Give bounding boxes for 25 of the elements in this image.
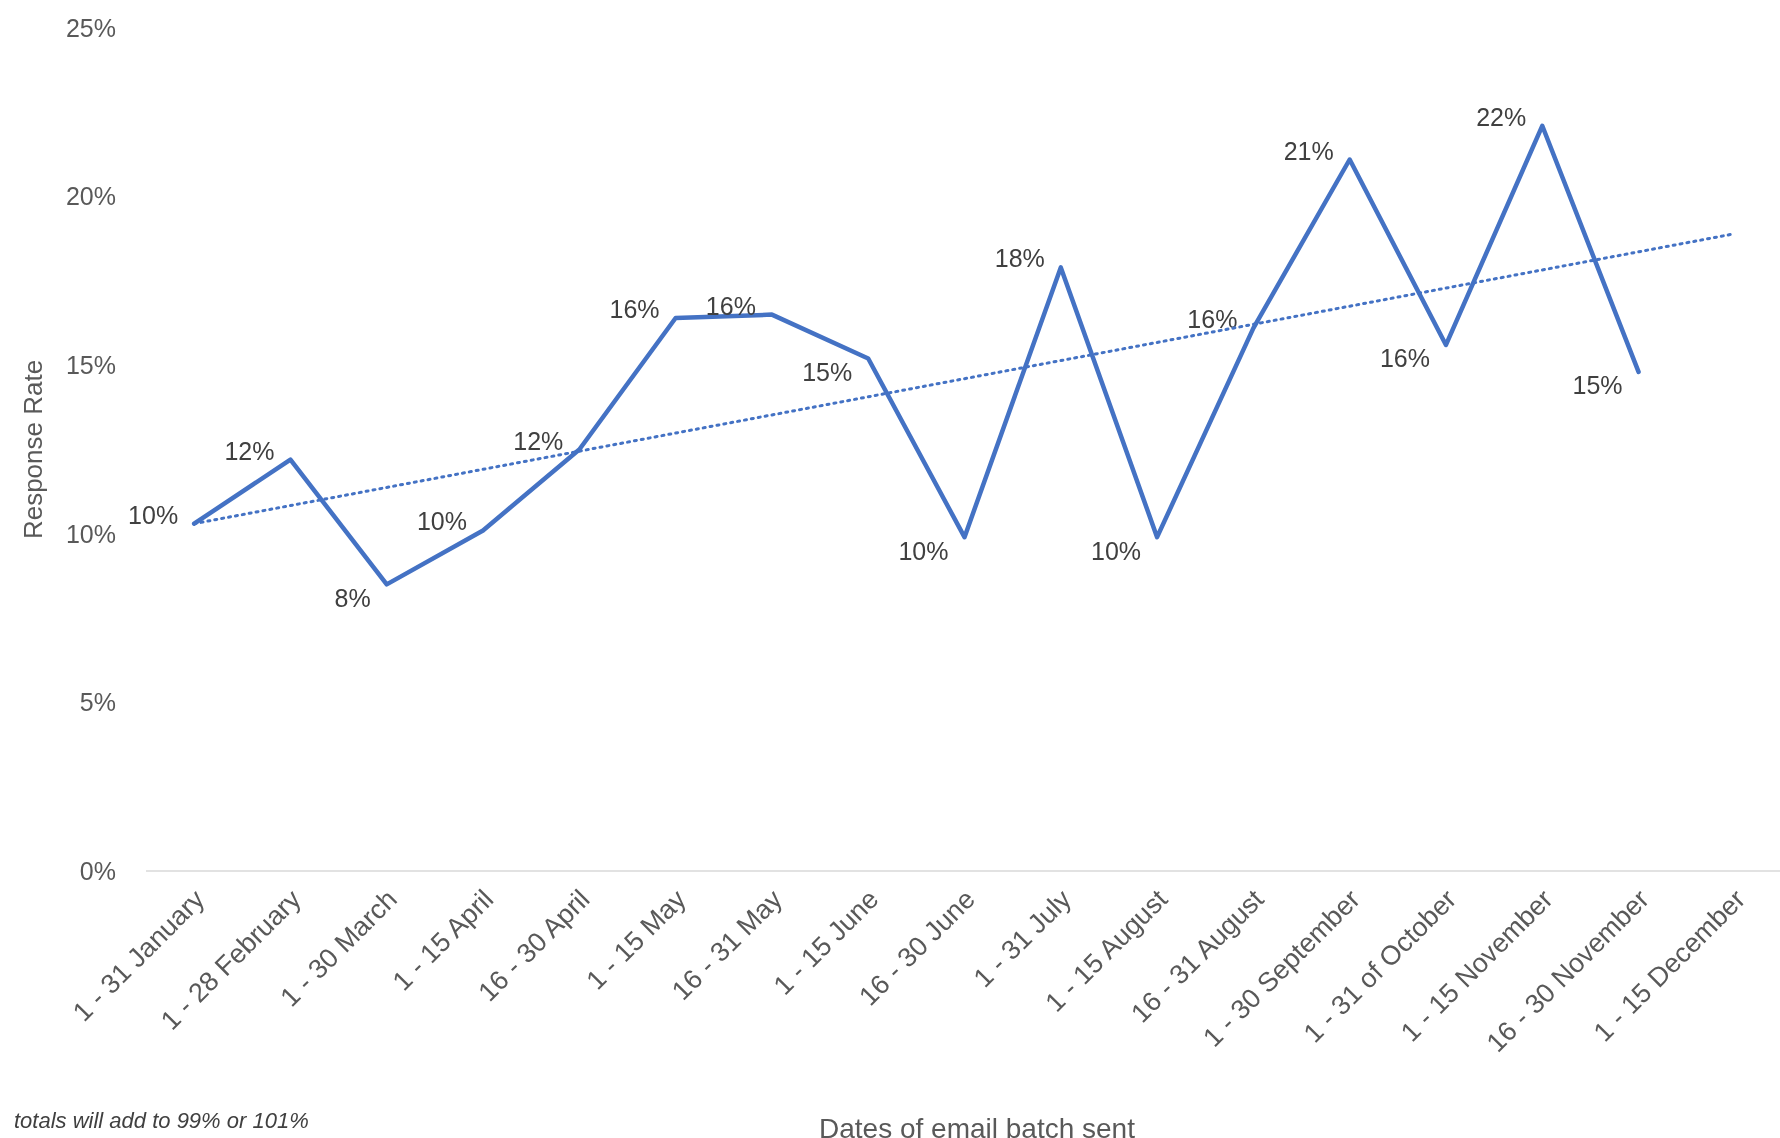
text: totals will add to 99% or 101% xyxy=(14,1108,309,1133)
data-label: 21% xyxy=(1283,136,1334,165)
data-label: 15% xyxy=(802,357,853,386)
data-label: 18% xyxy=(994,244,1045,273)
x-axis-title: Dates of email batch sent xyxy=(819,1113,1136,1138)
data-label: 10% xyxy=(898,536,949,565)
data-label: 16% xyxy=(1379,344,1430,373)
y-tick-label: 5% xyxy=(79,688,116,717)
data-label: 10% xyxy=(128,500,179,529)
data-label: 12% xyxy=(224,436,275,465)
y-tick-label: 10% xyxy=(65,519,116,548)
data-label: 12% xyxy=(513,426,564,455)
y-axis-title: Response Rate xyxy=(18,359,48,540)
data-label: 15% xyxy=(1572,371,1623,400)
data-label: 22% xyxy=(1476,102,1527,131)
y-tick-label: 20% xyxy=(65,182,116,211)
data-label: 16% xyxy=(609,294,660,323)
y-tick-label: 15% xyxy=(65,350,116,379)
data-label: 8% xyxy=(334,583,371,612)
data-label: 10% xyxy=(1091,536,1142,565)
data-label: 10% xyxy=(416,507,468,536)
y-tick-label: 25% xyxy=(65,13,116,42)
data-label: 16% xyxy=(705,291,756,320)
data-label: 16% xyxy=(1187,305,1238,334)
y-tick-label: 0% xyxy=(79,856,116,885)
